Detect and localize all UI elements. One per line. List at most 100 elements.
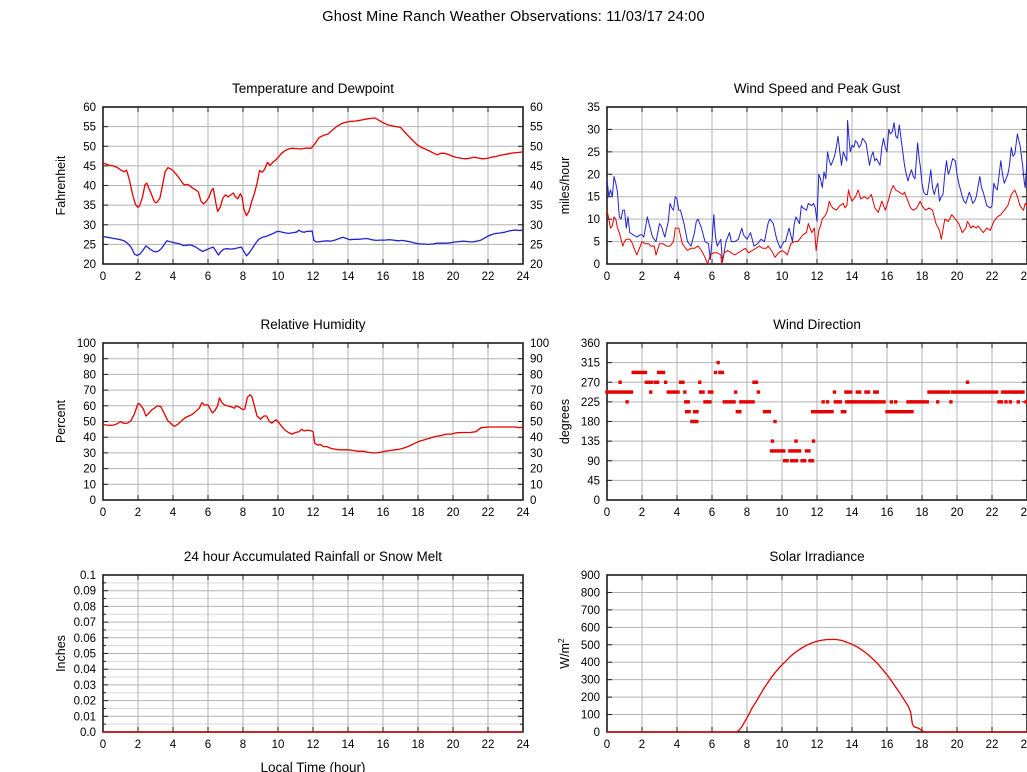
data-point <box>804 449 809 453</box>
data-point <box>890 409 894 414</box>
x-tick-label: 24 <box>517 271 530 283</box>
wind-speed-gust-plot: 0246810121416182022240510152025303505101… <box>558 102 1027 283</box>
x-tick-label: 8 <box>744 739 750 751</box>
data-point <box>644 380 649 384</box>
series-peak-gust <box>606 120 1027 263</box>
data-point <box>678 380 683 384</box>
y-tick-label-right: 100 <box>530 338 549 350</box>
data-point <box>1024 400 1027 404</box>
y-tick-label: 500 <box>581 640 600 652</box>
data-point <box>995 390 999 394</box>
data-point <box>873 390 877 394</box>
data-point <box>698 390 703 394</box>
data-point <box>701 390 705 394</box>
x-tick-label: 10 <box>776 739 789 751</box>
data-point <box>615 390 619 394</box>
y-tick-label: 270 <box>581 377 600 389</box>
data-point <box>927 390 931 394</box>
series-dewpoint <box>102 228 524 257</box>
y-tick-label-right: 30 <box>530 220 543 232</box>
data-point <box>772 449 776 453</box>
data-point <box>788 449 792 453</box>
grid-humidity <box>103 343 523 500</box>
x-tick-label: 6 <box>205 507 211 519</box>
x-tick-label: 14 <box>342 507 355 519</box>
data-point <box>925 400 929 404</box>
data-point <box>792 459 796 463</box>
data-point <box>618 380 622 384</box>
data-point <box>845 400 849 404</box>
y-tick-label: 90 <box>587 456 600 468</box>
y-tick-label-right: 55 <box>530 122 543 134</box>
data-point <box>673 390 678 394</box>
y-tick-label-right: 20 <box>530 259 543 271</box>
data-point <box>879 400 884 404</box>
y-tick-label: 60 <box>83 401 96 413</box>
data-point <box>875 390 879 394</box>
data-point <box>617 390 621 394</box>
data-point <box>797 449 802 453</box>
y-tick-label: 0 <box>594 727 600 739</box>
data-point <box>727 400 731 404</box>
y-tick-label: 800 <box>581 587 600 599</box>
x-tick-label: 16 <box>377 507 390 519</box>
data-point <box>965 390 970 394</box>
data-point <box>811 439 816 443</box>
wind-direction-plot: 0246810121416182022240459013518022527031… <box>558 338 1027 519</box>
y-tick-label: 35 <box>587 102 600 114</box>
x-tick-label: 2 <box>135 507 141 519</box>
data-point <box>666 390 670 394</box>
y-tick-label: 360 <box>581 338 600 350</box>
x-tick-label: 4 <box>674 271 681 283</box>
y-tick-label: 900 <box>581 570 600 582</box>
data-point <box>887 409 892 414</box>
y-tick-label-right: 0 <box>530 495 536 507</box>
data-point <box>840 409 845 414</box>
data-point <box>779 449 783 453</box>
data-point <box>710 390 714 394</box>
data-point <box>832 390 837 394</box>
data-point <box>692 409 697 414</box>
data-point <box>634 370 638 375</box>
data-point <box>690 419 694 424</box>
x-tick-label: 22 <box>986 507 999 519</box>
data-point <box>676 390 680 394</box>
data-point <box>818 409 822 414</box>
y-tick-label: 315 <box>581 358 600 370</box>
series-temperature <box>102 117 524 217</box>
data-point <box>746 400 750 404</box>
y-axis-label: Percent <box>54 399 68 443</box>
data-point <box>932 390 936 394</box>
data-point <box>808 459 812 463</box>
data-point <box>744 400 748 404</box>
data-point <box>972 390 977 394</box>
y-tick-label-right: 10 <box>530 479 543 491</box>
data-point <box>923 400 927 404</box>
data-point <box>756 390 761 394</box>
x-tick-label: 14 <box>846 271 859 283</box>
data-point <box>687 409 691 414</box>
data-point <box>958 390 962 394</box>
data-point <box>942 390 946 394</box>
data-point <box>889 400 894 404</box>
data-point <box>748 400 753 404</box>
x-tick-label: 0 <box>604 739 610 751</box>
data-point <box>754 380 759 384</box>
data-point <box>1008 390 1012 394</box>
x-tick-label: 12 <box>811 271 824 283</box>
data-point <box>641 370 645 375</box>
y-tick-label-right: 80 <box>530 369 543 381</box>
y-tick-label: 200 <box>581 692 600 704</box>
data-point <box>955 390 960 394</box>
data-point <box>910 409 914 414</box>
data-point <box>1021 390 1025 394</box>
data-point <box>738 409 742 414</box>
y-tick-label: 40 <box>83 181 96 193</box>
data-point <box>638 370 643 375</box>
ticks-humidity <box>102 342 524 501</box>
solar-irradiance-plot: 0246810121416182022240100200300400500600… <box>556 570 1027 751</box>
data-point <box>624 390 629 394</box>
data-point <box>684 400 688 404</box>
data-point <box>653 380 657 384</box>
data-point <box>902 409 906 414</box>
